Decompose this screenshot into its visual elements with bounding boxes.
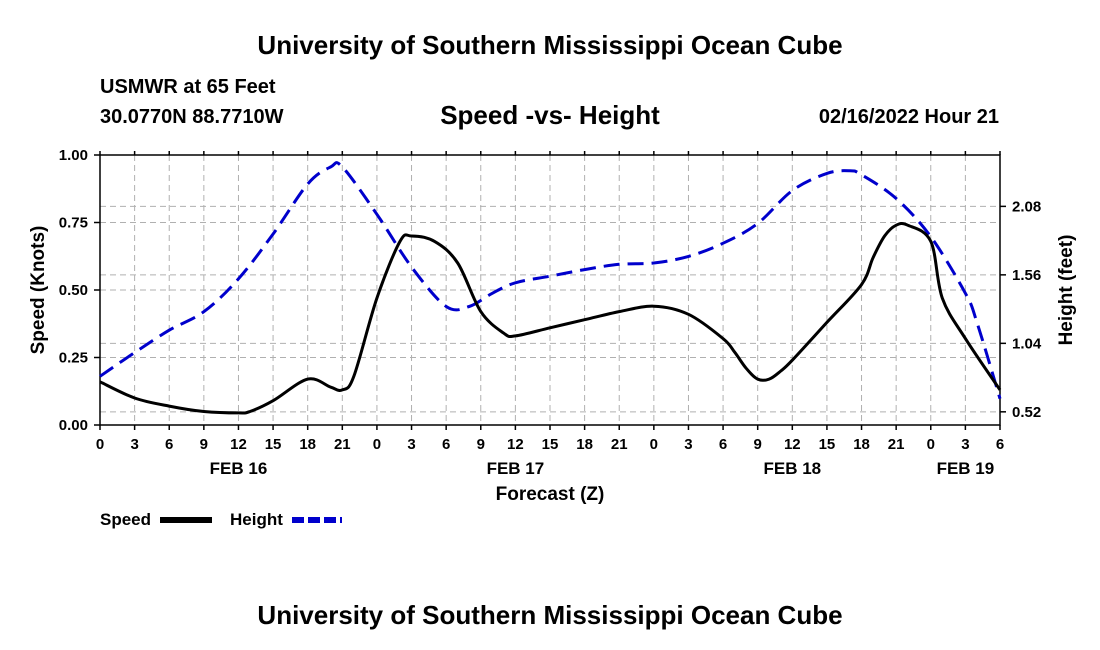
x-tick-label: 6: [442, 436, 450, 453]
date-label: FEB 17: [487, 459, 545, 478]
y-tick-label: 0.25: [59, 350, 88, 367]
station-name: USMWR at 65 Feet: [100, 76, 276, 98]
x-tick-label: 15: [819, 436, 836, 453]
x-tick-label: 9: [477, 436, 485, 453]
x-tick-label: 3: [130, 436, 138, 453]
x-tick-label: 21: [611, 436, 628, 453]
x-tick-label: 12: [507, 436, 524, 453]
y-tick-label: 0.00: [59, 417, 88, 434]
station-coordinates: 30.0770N 88.7710W: [100, 106, 284, 128]
y2-tick-label: 2.08: [1012, 198, 1041, 215]
x-tick-label: 0: [96, 436, 104, 453]
y-axis-title: Speed (Knots): [28, 226, 49, 355]
x-tick-label: 12: [230, 436, 247, 453]
x-tick-label: 3: [684, 436, 692, 453]
x-tick-label: 12: [784, 436, 801, 453]
x-axis-title: Forecast (Z): [496, 484, 605, 505]
legend-speed-label: Speed: [100, 510, 151, 529]
x-tick-label: 3: [407, 436, 415, 453]
x-tick-label: 21: [334, 436, 351, 453]
x-tick-label: 18: [576, 436, 593, 453]
chart-subtitle: Speed -vs- Height: [440, 100, 660, 130]
forecast-timestamp: 02/16/2022 Hour 21: [818, 106, 999, 128]
x-tick-label: 9: [200, 436, 208, 453]
y2-tick-label: 0.52: [1012, 404, 1041, 421]
y-tick-label: 0.75: [59, 215, 88, 232]
y2-tick-label: 1.04: [1012, 335, 1042, 352]
height-series-line: [99, 161, 1002, 400]
x-tick-label: 15: [542, 436, 559, 453]
x-tick-label: 6: [996, 436, 1004, 453]
x-tick-label: 21: [888, 436, 905, 453]
y-tick-label: 0.50: [59, 282, 88, 299]
x-tick-label: 9: [754, 436, 762, 453]
x-tick-label: 6: [719, 436, 727, 453]
x-tick-label: 15: [265, 436, 282, 453]
date-label: FEB 19: [937, 459, 995, 478]
x-tick-label: 0: [650, 436, 658, 453]
y2-tick-label: 1.56: [1012, 267, 1041, 284]
x-tick-label: 18: [299, 436, 316, 453]
x-tick-label: 3: [961, 436, 969, 453]
x-tick-label: 6: [165, 436, 173, 453]
x-tick-label: 0: [927, 436, 935, 453]
speed-series-line: [99, 222, 1002, 415]
y-tick-label: 1.00: [59, 147, 88, 164]
chart-title: University of Southern Mississippi Ocean…: [257, 30, 843, 60]
date-label: FEB 18: [763, 459, 821, 478]
x-tick-label: 18: [853, 436, 870, 453]
legend-height-label: Height: [230, 510, 283, 529]
date-label: FEB 16: [210, 459, 268, 478]
y2-axis-title: Height (feet): [1056, 235, 1077, 346]
x-tick-label: 0: [373, 436, 381, 453]
footer-title: University of Southern Mississippi Ocean…: [257, 600, 843, 630]
